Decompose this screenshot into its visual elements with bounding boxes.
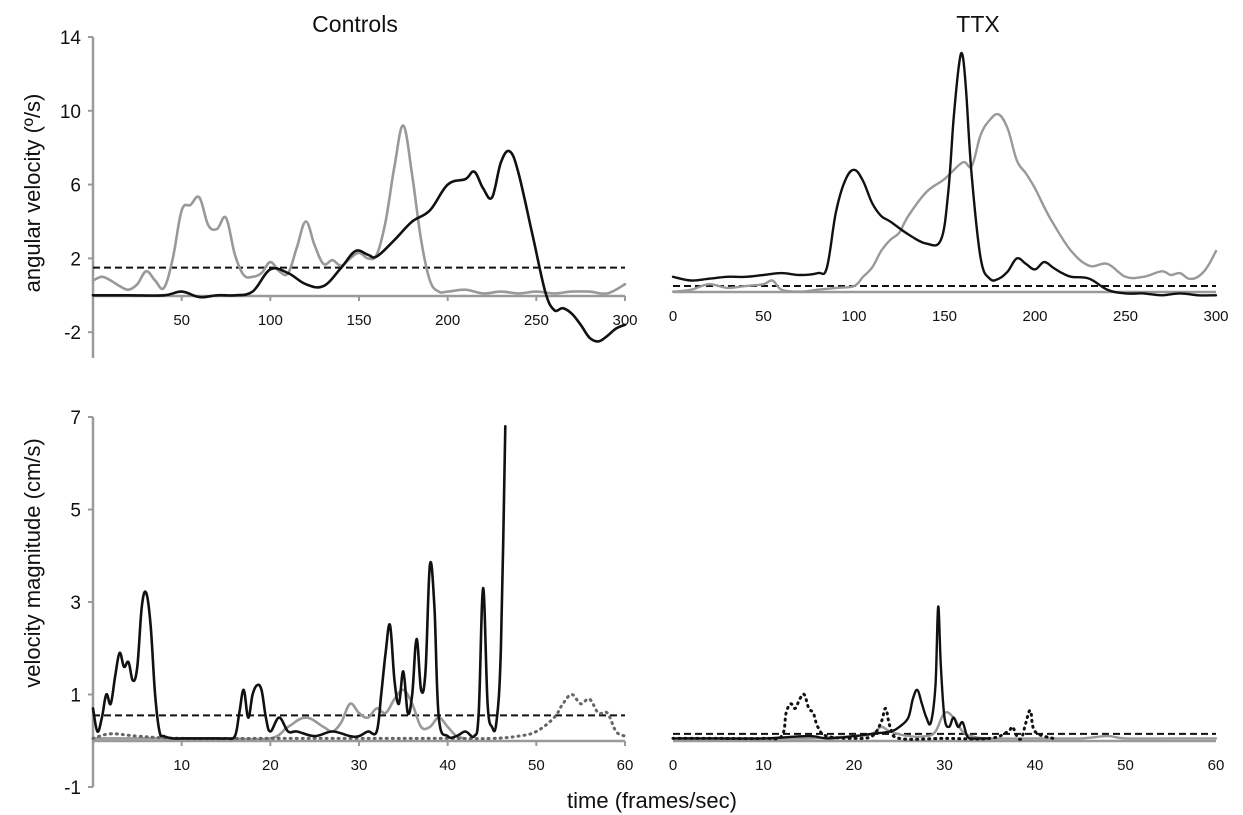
- y-tick-label: 6: [70, 176, 81, 197]
- x-tick-label: 50: [173, 312, 190, 329]
- x-tick-label: 150: [932, 308, 957, 325]
- series-line-dotted-dotted: [91, 693, 627, 741]
- y-tick-label: -2: [64, 323, 81, 344]
- x-tick-label: 60: [1208, 757, 1225, 774]
- y-tick-label: 10: [60, 102, 81, 123]
- x-tick-label: 250: [524, 312, 549, 329]
- x-tick-label: 300: [612, 312, 637, 329]
- y-tick-label: 3: [70, 593, 81, 614]
- x-tick-label: 10: [173, 757, 190, 774]
- xlabel-time: time (frames/sec): [567, 788, 737, 813]
- x-tick-label: 10: [755, 757, 772, 774]
- series-line-black: [671, 51, 1218, 297]
- y-tick-label: 14: [60, 28, 82, 49]
- y-tick-label: 5: [70, 501, 81, 522]
- title-ttx: TTX: [956, 11, 999, 37]
- x-tick-label: 40: [1027, 757, 1044, 774]
- x-tick-label: 20: [262, 757, 279, 774]
- x-tick-label: 50: [1117, 757, 1134, 774]
- x-tick-label: 200: [1022, 308, 1047, 325]
- series-line-black: [91, 149, 627, 343]
- series-line-black-dotted: [671, 692, 1055, 741]
- x-tick-label: 100: [258, 312, 283, 329]
- ylabel-angular-velocity: angular velocity (º/s): [20, 94, 45, 293]
- ylabel-velocity-magnitude: velocity magnitude (cm/s): [20, 438, 45, 687]
- title-controls: Controls: [312, 11, 398, 37]
- panel-top-right-ttx: 0 50 100 150 200 250 300: [669, 51, 1229, 325]
- x-tick-label: 200: [435, 312, 460, 329]
- series-line-black: [671, 605, 991, 740]
- series-line-black: [91, 425, 507, 741]
- panel-bottom-right-ttx: 0 10 20 30 40 50 60: [669, 605, 1225, 774]
- x-tick-label: 40: [439, 757, 456, 774]
- panel-top-left-controls: -2 2 6 10 14 50 100 150 200 250 300: [60, 28, 638, 358]
- series-line-gray: [671, 112, 1218, 293]
- series-line-gray: [91, 124, 627, 296]
- x-tick-label: 30: [936, 757, 953, 774]
- x-tick-label: 0: [669, 308, 677, 325]
- y-tick-label: 1: [70, 686, 81, 707]
- y-tick-label: 2: [70, 249, 81, 270]
- x-tick-label: 100: [841, 308, 866, 325]
- x-tick-label: 30: [351, 757, 368, 774]
- x-tick-label: 250: [1113, 308, 1138, 325]
- panel-bottom-left-controls: -1 1 3 5 7 10 20 30 40 50 60: [64, 408, 633, 799]
- x-tick-label: 0: [669, 757, 677, 774]
- x-tick-label: 60: [617, 757, 634, 774]
- x-tick-label: 20: [846, 757, 863, 774]
- x-tick-label: 50: [755, 308, 772, 325]
- x-tick-label: 50: [528, 757, 545, 774]
- y-tick-label: 7: [70, 408, 81, 429]
- x-tick-label: 150: [346, 312, 371, 329]
- x-tick-label: 300: [1203, 308, 1228, 325]
- y-tick-label: -1: [64, 778, 81, 799]
